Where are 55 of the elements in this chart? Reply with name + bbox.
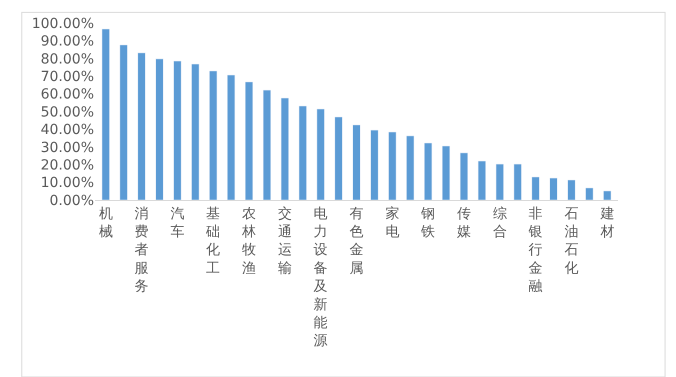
x-tick-label: 家电 bbox=[385, 206, 400, 240]
x-tick-label: 机械 bbox=[98, 206, 113, 240]
bar bbox=[424, 142, 432, 200]
bar bbox=[370, 130, 378, 200]
bar bbox=[550, 178, 558, 200]
bar bbox=[406, 136, 414, 200]
bar bbox=[442, 146, 450, 200]
y-tick-label: 40.00% bbox=[40, 122, 94, 138]
x-tick-label: 电力设备及新能源 bbox=[314, 206, 328, 350]
bar bbox=[245, 82, 254, 200]
bar bbox=[191, 64, 200, 200]
bar bbox=[603, 190, 612, 200]
bar bbox=[388, 132, 396, 200]
bar bbox=[478, 160, 486, 200]
bar bbox=[120, 44, 128, 200]
bar bbox=[155, 58, 164, 200]
bar bbox=[567, 180, 576, 200]
y-tick-label: 0.00% bbox=[50, 192, 94, 209]
bar bbox=[173, 60, 182, 200]
x-tick-label: 石油石化 bbox=[564, 206, 578, 276]
x-tick-label: 综合 bbox=[492, 206, 507, 240]
bar bbox=[262, 90, 271, 200]
x-tick-label: 传媒 bbox=[456, 206, 471, 240]
bar bbox=[532, 176, 540, 200]
y-tick-label: 100.00% bbox=[32, 16, 94, 32]
x-tick-label: 交通运输 bbox=[278, 206, 292, 276]
x-tick-label: 汽车 bbox=[170, 206, 184, 240]
bar bbox=[280, 98, 289, 200]
bar bbox=[102, 28, 110, 200]
y-tick-label: 10.00% bbox=[40, 175, 94, 192]
y-tick-label: 80.00% bbox=[40, 51, 94, 68]
x-tick-label: 基础化工 bbox=[205, 206, 220, 276]
bar bbox=[352, 124, 361, 200]
bar bbox=[209, 70, 218, 200]
bar bbox=[138, 52, 146, 200]
bar bbox=[298, 106, 307, 200]
y-tick-label: 70.00% bbox=[40, 69, 94, 85]
bar bbox=[585, 188, 594, 200]
y-tick-label: 20.00% bbox=[40, 158, 94, 174]
y-tick-label: 30.00% bbox=[40, 140, 94, 156]
bar bbox=[316, 108, 325, 200]
x-tick-label: 钢铁 bbox=[420, 206, 436, 240]
x-tick-label: 非银行金融 bbox=[528, 206, 543, 295]
bar bbox=[227, 74, 236, 200]
x-tick-label: 消费者服务 bbox=[134, 206, 149, 295]
bar bbox=[460, 152, 468, 200]
x-tick-label: 有色金属 bbox=[350, 206, 364, 276]
bar bbox=[334, 116, 343, 200]
y-tick-label: 60.00% bbox=[40, 86, 94, 103]
x-tick-label: 建材 bbox=[599, 206, 614, 240]
bar bbox=[496, 164, 504, 200]
y-tick-label: 90.00% bbox=[40, 34, 94, 50]
y-tick-label: 50.00% bbox=[40, 104, 94, 120]
x-tick-label: 农林牧渔 bbox=[241, 206, 256, 276]
bar bbox=[514, 164, 522, 200]
